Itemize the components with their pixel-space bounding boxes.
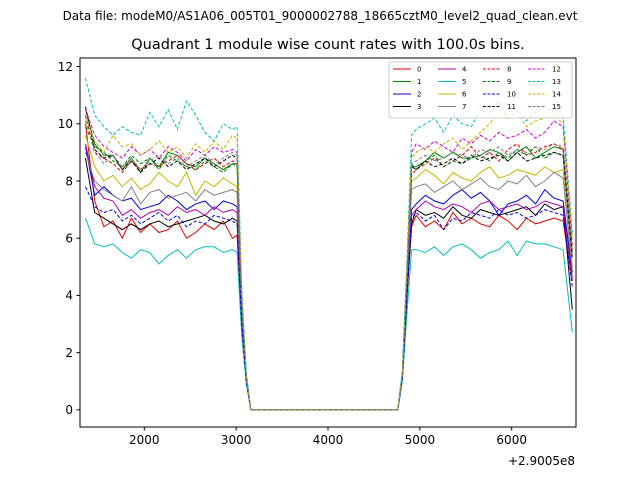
legend-label-7: 7 bbox=[462, 103, 466, 111]
legend-box bbox=[388, 61, 573, 119]
legend-label-10: 10 bbox=[507, 91, 516, 99]
legend-label-14: 14 bbox=[552, 91, 561, 99]
series-line-5 bbox=[85, 218, 573, 411]
legend-label-0: 0 bbox=[417, 66, 421, 74]
y-tick-label: 0 bbox=[65, 403, 73, 417]
series-line-7 bbox=[85, 152, 573, 411]
chart-title: Quadrant 1 module wise count rates with … bbox=[131, 37, 525, 53]
legend-label-2: 2 bbox=[417, 91, 421, 99]
series-line-3 bbox=[85, 158, 573, 411]
y-tick-label: 10 bbox=[58, 117, 73, 131]
legend-label-6: 6 bbox=[462, 91, 467, 99]
y-tick-label: 6 bbox=[65, 232, 73, 246]
legend-label-11: 11 bbox=[507, 103, 516, 111]
legend-label-3: 3 bbox=[417, 103, 421, 111]
legend-label-4: 4 bbox=[462, 66, 467, 74]
series-line-10 bbox=[85, 186, 573, 411]
legend-label-8: 8 bbox=[507, 66, 511, 74]
figure-suptitle: Data file: modeM0/AS1A06_005T01_90000027… bbox=[63, 9, 578, 23]
series-line-11 bbox=[85, 106, 573, 411]
legend-label-15: 15 bbox=[552, 103, 561, 111]
legend-label-9: 9 bbox=[507, 78, 511, 86]
x-tick-label: 4000 bbox=[313, 433, 344, 447]
series-layer bbox=[85, 77, 573, 411]
y-tick-label: 8 bbox=[65, 174, 73, 188]
legend-label-12: 12 bbox=[552, 66, 561, 74]
x-tick-label: 5000 bbox=[405, 433, 436, 447]
series-line-12 bbox=[85, 109, 573, 411]
series-line-9 bbox=[85, 126, 573, 411]
x-tick-label: 3000 bbox=[221, 433, 252, 447]
x-axis: 2000 3000 4000 5000 6000 bbox=[129, 427, 527, 447]
series-line-15 bbox=[85, 120, 573, 411]
legend-label-5: 5 bbox=[462, 78, 466, 86]
y-axis: 0 2 4 6 8 10 12 bbox=[58, 60, 80, 417]
series-line-6 bbox=[85, 135, 573, 411]
x-axis-offset-label: +2.9005e8 bbox=[508, 454, 575, 468]
legend-label-1: 1 bbox=[417, 78, 421, 86]
series-line-2 bbox=[85, 146, 573, 411]
series-line-14 bbox=[85, 108, 573, 411]
series-line-13 bbox=[85, 77, 573, 411]
series-line-8 bbox=[85, 115, 573, 411]
y-tick-label: 2 bbox=[65, 346, 73, 360]
x-tick-label: 2000 bbox=[129, 433, 160, 447]
legend-label-13: 13 bbox=[552, 78, 561, 86]
series-line-1 bbox=[85, 109, 573, 411]
y-tick-label: 12 bbox=[58, 60, 73, 74]
series-line-4 bbox=[85, 143, 573, 411]
x-tick-label: 6000 bbox=[496, 433, 527, 447]
y-tick-label: 4 bbox=[65, 289, 73, 303]
